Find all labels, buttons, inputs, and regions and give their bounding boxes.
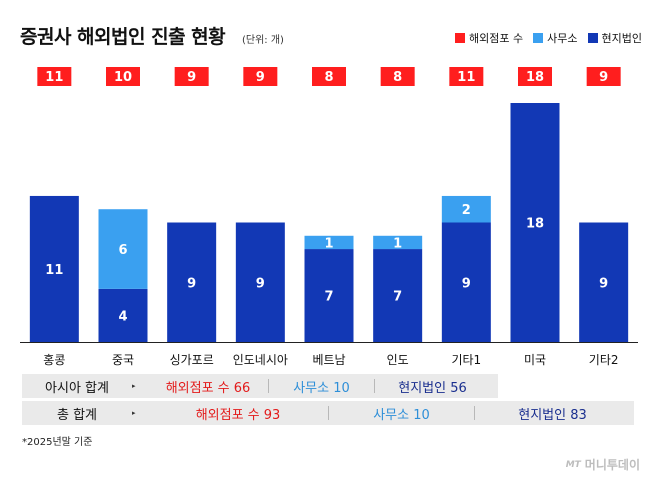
category-label: 인도네시아 xyxy=(233,353,288,367)
total-badge-label: 8 xyxy=(324,70,333,85)
total-store-count: 해외점포 수 93 xyxy=(195,407,281,423)
total-badge-label: 9 xyxy=(187,70,196,85)
total-badge-label: 10 xyxy=(114,70,132,85)
unit-label: (단위: 개) xyxy=(242,35,284,46)
legend-label-local: 현지법인 xyxy=(601,32,642,45)
chart-title: 증권사 해외법인 진출 현황 xyxy=(20,26,226,48)
total-badge-label: 18 xyxy=(526,70,544,85)
brand-mark: MT xyxy=(565,459,581,470)
bar-value-label: 7 xyxy=(393,290,402,305)
legend-item-local: 현지법인 xyxy=(587,30,642,46)
bar-value-label: 2 xyxy=(462,203,471,218)
legend-swatch-office xyxy=(533,33,544,43)
total-local-count: 현지법인 83 xyxy=(518,407,587,423)
legend: 해외점포 수 사무소 현지법인 xyxy=(455,30,642,46)
total-badge xyxy=(518,67,552,86)
brand-name: 머니투데이 xyxy=(584,458,640,472)
divider xyxy=(474,406,475,420)
category-label: 기타1 xyxy=(451,353,481,367)
bar-local xyxy=(235,222,285,342)
category-label: 미국 xyxy=(524,353,546,367)
total-badge-label: 11 xyxy=(45,70,63,85)
bar-value-label: 9 xyxy=(462,276,471,291)
asia-total-count: 해외점포 수 66 xyxy=(165,380,251,396)
bar-value-label: 1 xyxy=(324,236,333,251)
legend-swatch-total xyxy=(455,33,466,43)
bar-local xyxy=(167,222,217,342)
total-arrow-icon: ▸ xyxy=(132,409,136,417)
bar-value-label: 1 xyxy=(393,236,402,251)
bar-value-label: 11 xyxy=(45,263,63,278)
divider xyxy=(374,379,375,393)
footnote: *2025년말 기준 xyxy=(22,437,93,448)
asia-arrow-icon: ▸ xyxy=(132,382,136,390)
asia-office-count: 사무소 10 xyxy=(293,380,350,396)
divider xyxy=(328,406,329,420)
bar-value-label: 18 xyxy=(526,217,544,232)
total-badge-label: 9 xyxy=(599,70,608,85)
asia-summary-row: 아시아 합계 ▸ 해외점포 수 66 사무소 10 현지법인 56 xyxy=(22,374,498,398)
total-badge-label: 9 xyxy=(256,70,265,85)
bar-value-label: 9 xyxy=(256,276,265,291)
asia-local-count: 현지법인 56 xyxy=(398,380,467,396)
category-label: 중국 xyxy=(112,353,134,367)
bar-office xyxy=(304,235,354,250)
bar-office xyxy=(373,235,423,250)
category-label: 싱가포르 xyxy=(170,353,214,367)
total-badge xyxy=(312,67,346,86)
bar-office xyxy=(441,195,491,223)
divider xyxy=(268,379,269,393)
total-summary-row: 총 합계 ▸ 해외점포 수 93 사무소 10 현지법인 83 xyxy=(22,401,634,425)
bar-value-label: 9 xyxy=(599,276,608,291)
legend-label-total: 해외점포 수 xyxy=(469,32,524,45)
total-summary-label: 총 합계 xyxy=(56,407,97,423)
total-badge-label: 8 xyxy=(393,70,402,85)
legend-item-office: 사무소 xyxy=(533,30,578,46)
total-badge xyxy=(586,67,621,86)
stacked-bar-chart: 1111홍콩4610중국99싱가포르99인도네시아718베트남718인도9211… xyxy=(20,67,638,367)
bar-local xyxy=(98,288,148,342)
bar-local xyxy=(29,195,79,342)
total-badge xyxy=(380,67,415,86)
bar-value-label: 7 xyxy=(324,290,333,305)
legend-swatch-local xyxy=(587,33,598,43)
legend-label-office: 사무소 xyxy=(547,32,578,45)
bar-local xyxy=(441,222,491,342)
total-office-count: 사무소 10 xyxy=(373,407,430,423)
bar-local xyxy=(373,249,423,342)
legend-item-total: 해외점포 수 xyxy=(455,30,523,46)
total-badge xyxy=(243,67,278,86)
bar-value-label: 4 xyxy=(118,309,127,324)
category-label: 기타2 xyxy=(589,353,619,367)
total-badge xyxy=(449,67,484,86)
bar-value-label: 9 xyxy=(187,276,196,291)
total-badge xyxy=(106,67,140,86)
bar-office xyxy=(98,209,148,289)
asia-summary-label: 아시아 합계 xyxy=(45,380,109,396)
bar-value-label: 6 xyxy=(118,243,127,258)
brand-logo: MT 머니투데이 xyxy=(566,456,640,473)
category-label: 베트남 xyxy=(312,353,345,367)
category-label: 인도 xyxy=(387,353,409,367)
total-badge xyxy=(37,67,72,86)
total-badge-label: 11 xyxy=(457,70,475,85)
total-badge xyxy=(174,67,209,86)
bar-local xyxy=(510,103,560,342)
bar-local xyxy=(579,222,629,342)
bar-local xyxy=(304,249,354,342)
category-label: 홍콩 xyxy=(43,353,65,367)
